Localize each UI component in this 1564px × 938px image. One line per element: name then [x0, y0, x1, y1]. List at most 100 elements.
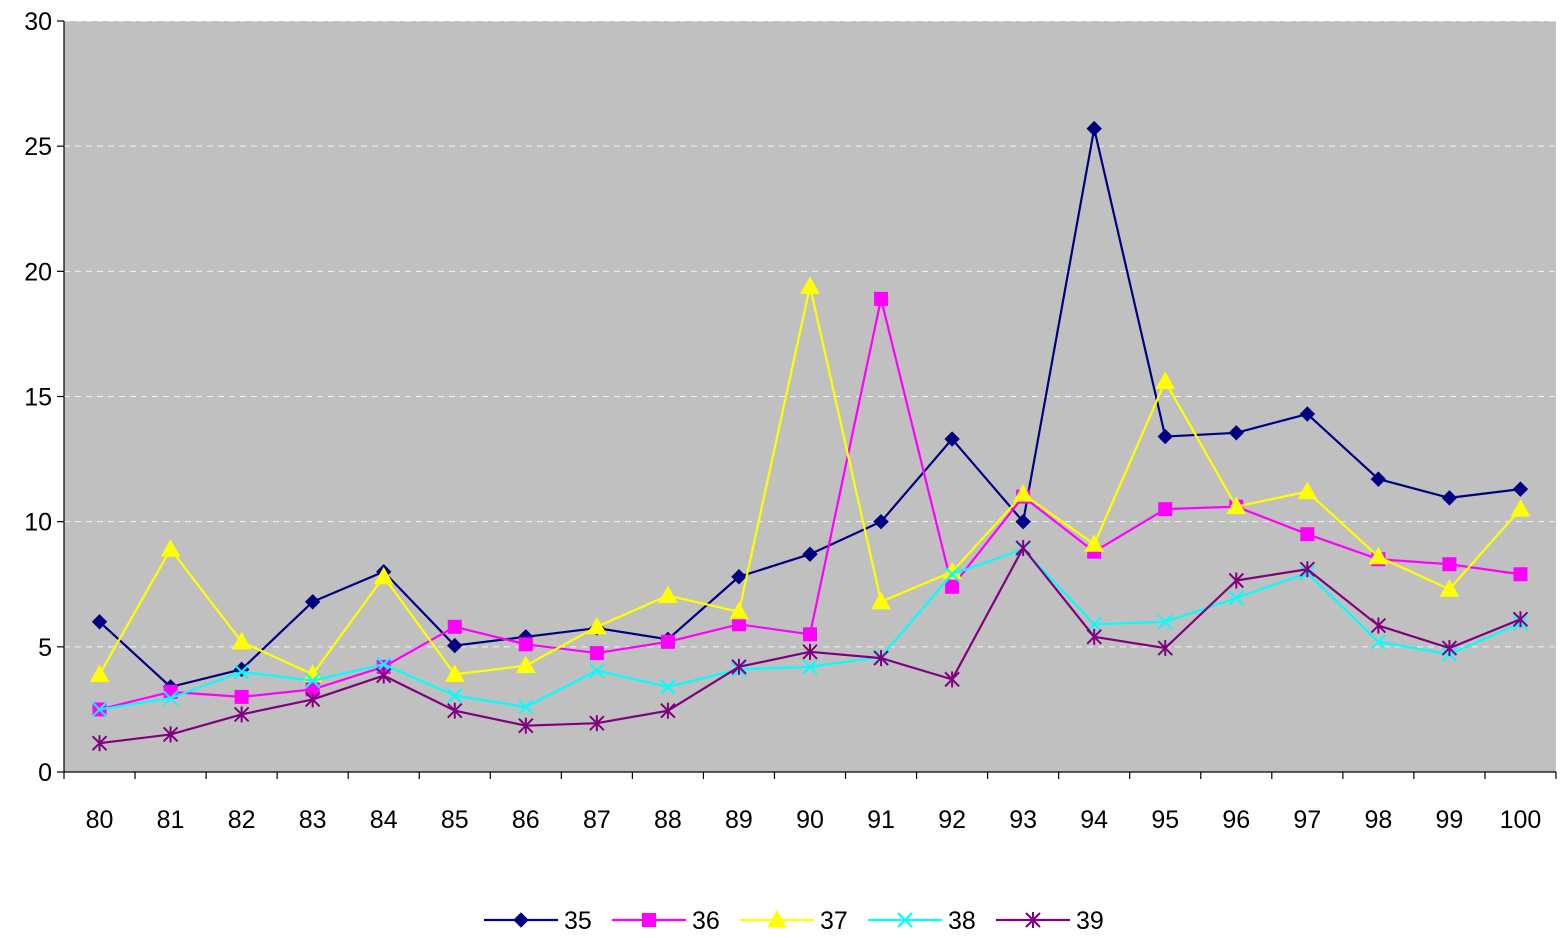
legend-item-36: 36: [612, 907, 720, 935]
x-tick-label-96: 96: [1222, 806, 1250, 834]
legend-item-37: 37: [740, 907, 848, 935]
axes: [57, 20, 1557, 779]
x-tick-labels: 80 81 82 83 84 85 86 87 88 89 90 91 92 93 94 95 96 97 98 99…: [86, 806, 1542, 834]
point-39-95: [1157, 640, 1173, 657]
x-tick-label-88: 88: [654, 806, 682, 834]
point-38-98: [1370, 634, 1387, 650]
series-35: [91, 120, 1529, 695]
point-35-85: [447, 637, 463, 654]
point-37-89: [729, 601, 749, 620]
point-37-96: [1226, 496, 1247, 515]
point-35-90: [802, 546, 818, 562]
point-39-85: [447, 702, 463, 719]
point-35-91: [873, 513, 889, 530]
point-38-96: [1228, 590, 1244, 606]
y-tick-label-30: 30: [24, 8, 52, 36]
x-tick-label-85: 85: [441, 806, 469, 834]
legend-item-39: 39: [996, 907, 1104, 935]
legend: 35 36 37 38 39: [484, 907, 1104, 935]
point-39-89: [731, 658, 747, 675]
x-tick-label-100: 100: [1500, 806, 1542, 834]
point-36-91: [874, 291, 889, 306]
point-36-86: [518, 637, 533, 652]
point-39-80: [91, 735, 108, 752]
point-39-87: [589, 715, 605, 732]
legend-item-35: 35: [484, 907, 592, 935]
point-36-92: [945, 579, 960, 594]
point-36-100: [1513, 567, 1528, 582]
point-36-85: [447, 619, 462, 634]
x-tick-label-84: 84: [370, 806, 398, 834]
point-37-99: [1439, 579, 1460, 597]
point-38-84: [376, 656, 392, 673]
point-39-91: [873, 650, 889, 667]
legend-marker-35: [513, 912, 529, 928]
legend-label-36: 36: [692, 907, 720, 935]
point-38-88-stroke-b: [660, 679, 676, 695]
point-37-95: [1155, 371, 1176, 389]
point-38-82-stroke-b: [233, 664, 250, 680]
point-36-90: [803, 627, 817, 642]
point-37-86: [515, 655, 536, 674]
point-37-85: [444, 664, 465, 682]
series-37: [89, 276, 1531, 682]
point-39-98: [1370, 617, 1387, 634]
point-39-83: [304, 691, 321, 708]
point-38-82: [233, 664, 250, 680]
point-39-100: [1512, 611, 1529, 628]
point-37-90: [800, 276, 820, 294]
point-39-96: [1228, 572, 1244, 589]
point-36-82: [234, 689, 249, 704]
point-37-88: [658, 585, 678, 604]
legend-marker-36: [642, 913, 656, 927]
legend-marker-38: [897, 912, 913, 928]
point-37-100: [1510, 499, 1531, 517]
point-37-80: [89, 664, 110, 682]
x-tick-label-97: 97: [1293, 806, 1321, 834]
point-38-87-stroke-b: [589, 662, 605, 679]
x-tick-label-93: 93: [1009, 806, 1037, 834]
point-38-90-stroke-b: [802, 659, 818, 675]
x-tick-label-98: 98: [1364, 806, 1392, 834]
point-38-92: [944, 566, 960, 582]
point-36-89: [731, 617, 746, 632]
point-38-95-stroke-b: [1157, 614, 1173, 630]
point-37-98: [1368, 546, 1389, 565]
legend-label-37: 37: [820, 907, 848, 935]
x-tick-label-83: 83: [299, 806, 327, 834]
point-36-87: [589, 646, 604, 661]
gridlines: [64, 20, 1556, 648]
point-38-81-stroke-b: [162, 690, 179, 706]
point-38-86-stroke-b: [518, 699, 534, 715]
x-tick-label-92: 92: [938, 806, 966, 834]
legend-label-35: 35: [564, 907, 592, 935]
point-38-87: [589, 662, 605, 679]
point-35-98: [1370, 471, 1387, 487]
point-38-95: [1157, 614, 1173, 630]
point-38-80: [91, 701, 108, 718]
x-tick-label-81: 81: [157, 806, 185, 834]
y-tick-label-10: 10: [24, 509, 52, 537]
point-38-80-stroke-b: [91, 701, 108, 718]
point-35-99: [1441, 490, 1458, 506]
point-39-99: [1441, 640, 1458, 657]
point-38-81: [162, 690, 179, 706]
point-38-84-stroke-b: [376, 656, 392, 673]
x-tick-label-87: 87: [583, 806, 611, 834]
point-35-93: [1015, 513, 1031, 530]
point-39-90: [802, 643, 818, 660]
point-35-96: [1228, 425, 1244, 441]
series-39: [91, 539, 1529, 752]
x-tick-label-82: 82: [228, 806, 256, 834]
point-37-97: [1297, 481, 1318, 500]
point-39-93: [1015, 539, 1031, 556]
point-38-85-stroke-b: [447, 687, 463, 704]
point-35-83: [304, 594, 321, 610]
y-tick-label-15: 15: [24, 384, 52, 412]
point-38-98-stroke-b: [1370, 634, 1387, 650]
point-37-84: [373, 566, 394, 585]
point-37-87: [587, 616, 607, 635]
y-tick-label-5: 5: [38, 634, 52, 662]
point-35-100: [1512, 481, 1529, 497]
